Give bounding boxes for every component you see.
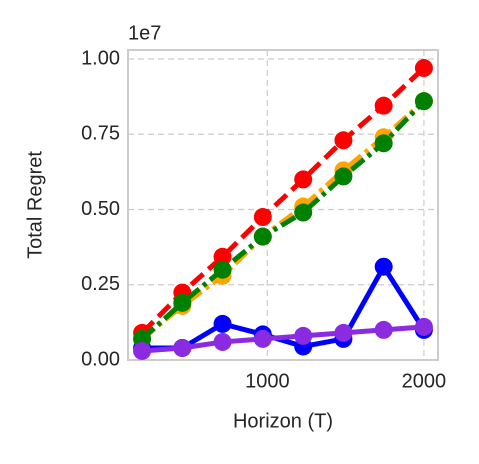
data-point — [213, 332, 232, 351]
data-point — [374, 257, 393, 276]
data-point — [374, 96, 393, 115]
y-axis-label: Total Regret — [24, 151, 46, 259]
data-point — [414, 59, 433, 78]
data-point — [294, 170, 313, 189]
data-point — [253, 208, 272, 227]
y-tick-label: 1.00 — [81, 47, 120, 69]
x-tick-label: 2000 — [402, 370, 447, 392]
data-point — [253, 329, 272, 348]
data-point — [334, 131, 353, 150]
offset-label: 1e7 — [128, 22, 161, 44]
x-axis-label: Horizon (T) — [233, 410, 333, 432]
y-tick-label: 0.25 — [81, 273, 120, 295]
data-point — [334, 167, 353, 186]
data-point — [213, 247, 232, 266]
plot-frame — [127, 49, 439, 361]
data-point — [253, 227, 272, 246]
data-point — [414, 317, 433, 336]
data-point — [294, 203, 313, 222]
data-point — [294, 326, 313, 345]
y-tick-label: 0.50 — [81, 198, 120, 220]
data-point — [414, 92, 433, 111]
y-tick-label: 0.00 — [81, 348, 120, 370]
x-tick-label: 1000 — [245, 370, 290, 392]
data-point — [374, 134, 393, 153]
data-point — [133, 341, 152, 360]
data-point — [213, 260, 232, 279]
data-point — [334, 323, 353, 342]
data-point — [173, 338, 192, 357]
data-point — [213, 314, 232, 333]
data-point — [374, 320, 393, 339]
y-tick-label: 0.75 — [81, 123, 120, 145]
data-point — [173, 293, 192, 312]
